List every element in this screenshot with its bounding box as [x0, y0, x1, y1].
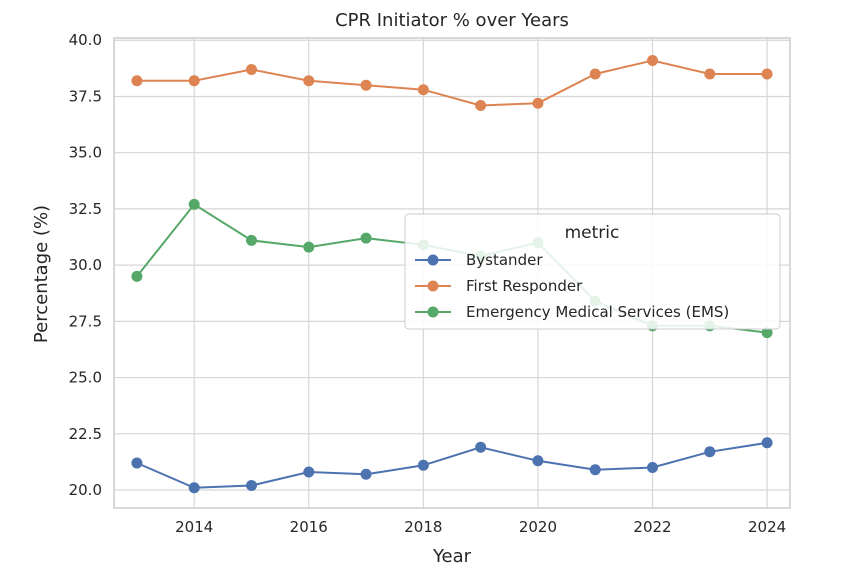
series-line [136, 59, 768, 107]
data-point [475, 441, 487, 453]
data-point [761, 68, 773, 80]
data-point [647, 462, 659, 474]
tick-labels: 2014 2016 2018 2020 2022 2024 20.0 22.5 25.0 27.5… [69, 31, 787, 536]
data-point [245, 480, 257, 492]
data-point [303, 466, 315, 478]
data-point [303, 75, 315, 87]
x-tick-label: 2014 [175, 518, 213, 536]
data-point [589, 68, 601, 80]
data-point [417, 459, 429, 471]
data-point [704, 68, 716, 80]
data-point [360, 468, 372, 480]
data-point [131, 270, 143, 282]
x-tick-label: 2018 [404, 518, 442, 536]
data-point [188, 482, 200, 494]
legend-entries: Bystander First Responder Emergency Medica… [415, 251, 729, 321]
y-tick-label: 20.0 [69, 481, 102, 499]
data-point [245, 234, 257, 246]
y-tick-label: 35.0 [69, 144, 102, 162]
data-point [589, 464, 601, 476]
y-tick-label: 37.5 [69, 87, 102, 105]
legend-entry: First Responder [415, 277, 583, 295]
chart-title: CPR Initiator % over Years [335, 10, 569, 31]
data-point [532, 455, 544, 467]
data-point [761, 437, 773, 449]
legend-box [404, 213, 781, 330]
y-tick-label: 30.0 [69, 256, 102, 274]
x-tick-label: 2020 [519, 518, 557, 536]
y-tick-label: 22.5 [69, 425, 102, 443]
legend-entry: Bystander [415, 251, 543, 269]
legend-label: First Responder [466, 277, 583, 295]
legend-swatch-marker [427, 306, 439, 318]
x-tick-label: 2024 [748, 518, 786, 536]
legend-label: Emergency Medical Services (EMS) [466, 303, 729, 321]
legend-swatch-marker [427, 280, 439, 292]
data-point [245, 63, 257, 75]
data-point [188, 198, 200, 210]
data-point [131, 457, 143, 469]
y-axis-label: Percentage (%) [31, 205, 52, 343]
series-0 [131, 437, 773, 494]
data-point [761, 327, 773, 339]
y-tick-label: 40.0 [69, 31, 102, 49]
legend-title: metric [565, 223, 620, 243]
legend-entry: Emergency Medical Services (EMS) [415, 303, 729, 321]
series-line [136, 441, 768, 489]
data-point [704, 446, 716, 458]
x-tick-label: 2016 [290, 518, 328, 536]
data-point [303, 241, 315, 253]
y-tick-label: 32.5 [69, 200, 102, 218]
y-tick-label: 25.0 [69, 369, 102, 387]
legend-label: Bystander [466, 251, 543, 269]
legend: metric Bystander First Responder Emergency… [404, 213, 781, 330]
x-tick-label: 2022 [633, 518, 671, 536]
data-point [360, 79, 372, 91]
data-point [131, 75, 143, 87]
data-point [532, 97, 544, 109]
plot-area-frame [113, 37, 791, 509]
data-point [647, 54, 659, 66]
data-point [475, 99, 487, 111]
legend-swatch-marker [427, 254, 439, 266]
data-point [417, 84, 429, 96]
data-point [188, 75, 200, 87]
series-1 [131, 54, 773, 111]
data-point [360, 232, 372, 244]
x-axis-label: Year [432, 546, 472, 567]
y-tick-label: 27.5 [69, 312, 102, 330]
